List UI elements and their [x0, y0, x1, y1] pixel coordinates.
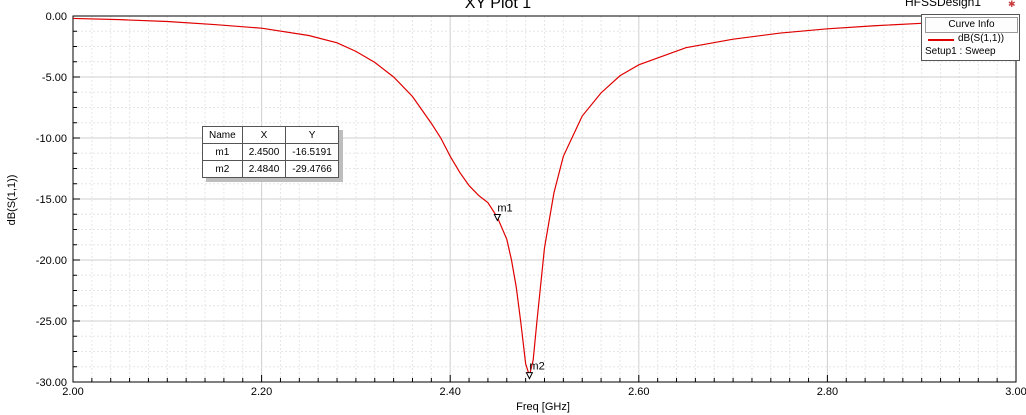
x-axis-label: Freq [GHz]	[516, 401, 570, 413]
legend-swatch	[928, 39, 954, 41]
axis-ticks	[72, 15, 1017, 383]
marker-table-header: Name X Y	[202, 126, 339, 144]
legend-entry: dB(S(1,1))	[958, 33, 1005, 44]
marker-triangle	[493, 214, 502, 222]
marker-y: -16.5191	[285, 143, 339, 161]
y-tick-label: -15.00	[36, 194, 67, 206]
series-line-s11	[72, 17, 1017, 378]
design-name: HFSSDesign1	[905, 0, 981, 9]
marker-x: 2.4500	[241, 143, 287, 161]
marker-table-header-name: Name	[202, 126, 243, 144]
y-tick-label: -20.00	[36, 255, 67, 267]
x-tick-label: 2.80	[817, 386, 838, 398]
marker-name: m1	[202, 143, 243, 161]
y-tick-label: -25.00	[36, 316, 67, 328]
table-row: m1 2.4500 -16.5191	[202, 143, 339, 161]
marker-label: m1	[497, 203, 512, 215]
marker-name: m2	[202, 160, 243, 178]
x-tick-label: 2.00	[62, 386, 83, 398]
y-tick-label: -5.00	[42, 72, 67, 84]
x-tick-label: 2.40	[439, 386, 460, 398]
y-tick-label: -10.00	[36, 133, 67, 145]
y-tick-label: 0.00	[46, 11, 67, 23]
marker-table[interactable]: Name X Y m1 2.4500 -16.5191 m2 2.4840 -2…	[202, 126, 339, 178]
marker-table-header-x: X	[241, 126, 287, 144]
marker-label: m2	[529, 361, 544, 373]
legend-setup: Setup1 : Sweep	[925, 46, 996, 57]
x-tick-label: 2.20	[251, 386, 272, 398]
x-tick-label: 3.00	[1005, 386, 1026, 398]
y-axis-label: dB(S(1,1))	[6, 175, 18, 226]
grid-lines	[72, 15, 1017, 383]
marker-table-header-y: Y	[285, 126, 339, 144]
curve-info-title: Curve Info	[925, 17, 1018, 33]
tick-labels: 2.00 2.20 2.40 2.60 2.80 3.00 0.00 -5.00 -10.00 -…	[36, 11, 1026, 398]
x-tick-label: 2.60	[628, 386, 649, 398]
chart-title: XY Plot 1	[465, 0, 532, 12]
marker-y: -29.4766	[285, 160, 339, 178]
table-row: m2 2.4840 -29.4766	[202, 160, 339, 178]
curve-info-legend[interactable]: Curve Info dB(S(1,1)) Setup1 : Sweep	[921, 14, 1020, 61]
marker-triangle	[525, 372, 534, 380]
marker-x: 2.4840	[241, 160, 287, 178]
y-tick-label: -30.00	[36, 377, 67, 389]
markers: m1 m2	[493, 203, 545, 380]
ansys-logo-icon: ✱	[1008, 0, 1016, 10]
